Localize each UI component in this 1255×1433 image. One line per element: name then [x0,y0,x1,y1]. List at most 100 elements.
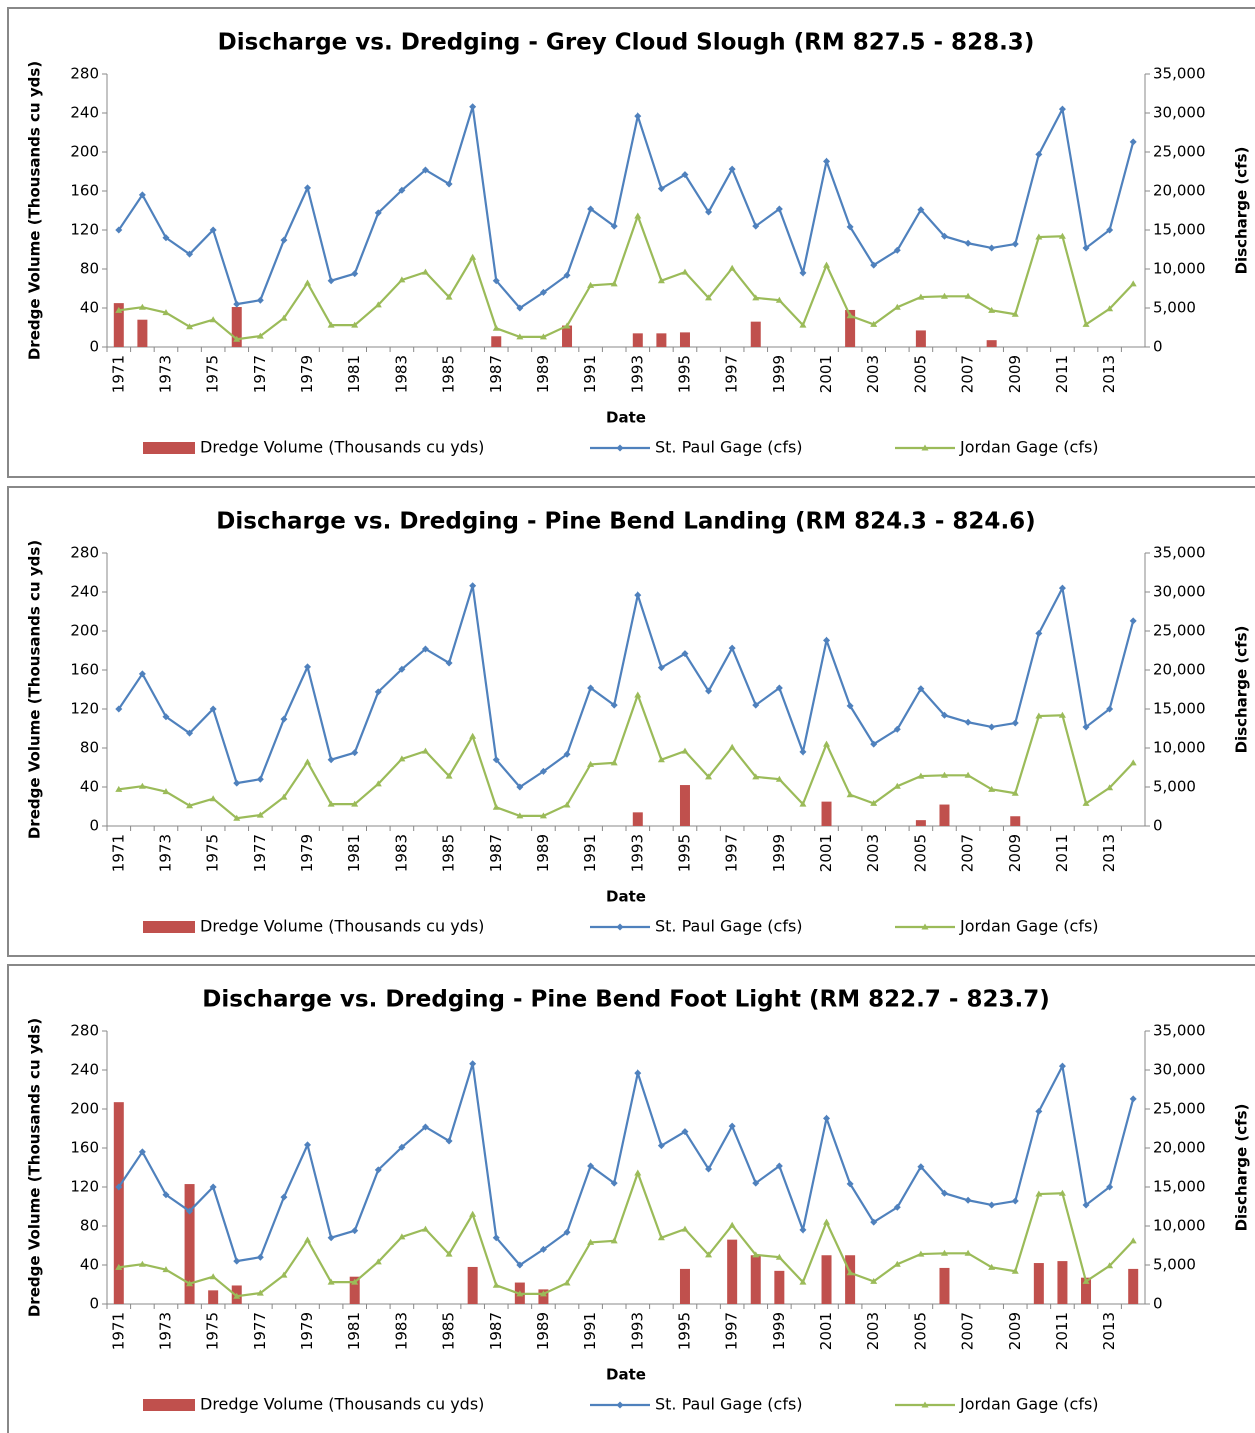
y-tick-label: 40 [80,778,99,796]
point-marker [186,1280,194,1287]
x-tick-label: 2013 [1100,1312,1118,1350]
x-tick-label: 2003 [864,1312,882,1350]
point-marker [421,645,429,653]
x-tick-label: 2013 [1100,834,1118,872]
point-marker [870,740,878,748]
point-marker [327,277,335,285]
point-marker [1058,711,1066,718]
x-tick-label: 1995 [675,1312,693,1350]
point-marker [893,725,901,733]
x-tick-label: 2009 [1006,834,1024,872]
x-tick-label: 1973 [156,355,174,393]
point-marker [516,304,524,312]
point-marker [846,312,854,319]
y2-tick-label: 5,000 [1153,778,1196,796]
point-marker [1035,1190,1043,1197]
bar [679,1268,690,1304]
chart-panel: Discharge vs. Dredging - Pine Bend Foot … [7,964,1255,1433]
point-marker [870,799,878,806]
x-axis-label: Date [606,888,646,906]
point-marker [304,1236,312,1243]
x-tick-label: 1989 [534,1312,552,1350]
x-tick-label: 1975 [204,355,222,393]
point-marker [162,309,170,316]
legend-marker [616,923,624,931]
x-tick-label: 1999 [770,1312,788,1350]
point-marker [445,659,453,667]
y2-tick-label: 25,000 [1153,622,1206,640]
point-marker [681,1225,689,1232]
point-marker [1035,233,1043,240]
x-tick-label: 1991 [581,355,599,393]
point-marker [327,756,335,764]
bar [750,1255,761,1304]
y2-axis-label: Discharge (cfs) [1233,1104,1251,1232]
point-marker [445,772,453,779]
point-marker [138,191,146,199]
point-marker [351,270,359,278]
x-tick-label: 2013 [1100,355,1118,393]
point-marker [1106,705,1114,713]
point-marker [539,767,547,775]
point-marker [421,747,429,754]
point-marker [728,644,736,652]
bar [1128,1268,1139,1304]
point-marker [162,788,170,795]
point-marker [1106,1262,1114,1269]
bar [184,1184,195,1304]
point-marker [256,296,264,304]
bar [231,307,242,347]
point-marker [563,1228,571,1236]
bar [750,321,761,347]
x-tick-label: 1975 [204,834,222,872]
point-marker [469,732,477,739]
point-marker [610,759,618,766]
point-marker [870,320,878,327]
x-tick-label: 1993 [628,1312,646,1350]
point-marker [870,1218,878,1226]
point-marker [1082,799,1090,806]
y2-tick-label: 35,000 [1153,544,1206,562]
y-tick-label: 160 [70,661,99,679]
point-marker [280,793,288,800]
point-marker [374,1258,382,1265]
y-tick-label: 200 [70,1100,99,1118]
y-axis-label: Dredge Volume (Thousands cu yds) [26,1018,44,1317]
y-tick-label: 160 [70,1139,99,1157]
point-marker [516,783,524,791]
point-marker [657,1234,665,1241]
x-tick-label: 1971 [109,1312,127,1350]
point-marker [138,1260,146,1267]
x-tick-label: 1973 [156,1312,174,1350]
y2-tick-label: 35,000 [1153,1022,1206,1040]
y2-tick-label: 10,000 [1153,260,1206,278]
y-axis-label: Dredge Volume (Thousands cu yds) [26,540,44,839]
point-marker [1011,1267,1019,1274]
point-marker [657,664,665,672]
point-marker [1058,584,1066,592]
legend-label: Jordan Gage (cfs) [959,438,1099,457]
point-marker [492,324,500,331]
point-marker [492,277,500,285]
x-tick-label: 2007 [959,1312,977,1350]
point-marker [138,670,146,678]
point-marker [327,1278,335,1285]
bar [774,1270,785,1304]
point-marker [752,222,760,230]
point-marker [162,1191,170,1199]
bar [939,1267,950,1304]
point-marker [256,332,264,339]
point-marker [988,723,996,731]
point-marker [492,1234,500,1242]
x-tick-label: 2005 [911,834,929,872]
point-marker [1011,719,1019,727]
point-marker [1058,1189,1066,1196]
point-marker [516,812,524,819]
point-marker [1035,629,1043,637]
point-marker [233,1257,241,1265]
point-marker [823,1218,831,1225]
point-marker [846,223,854,231]
point-marker [988,1263,996,1270]
point-marker [1106,305,1114,312]
x-tick-label: 1989 [534,355,552,393]
